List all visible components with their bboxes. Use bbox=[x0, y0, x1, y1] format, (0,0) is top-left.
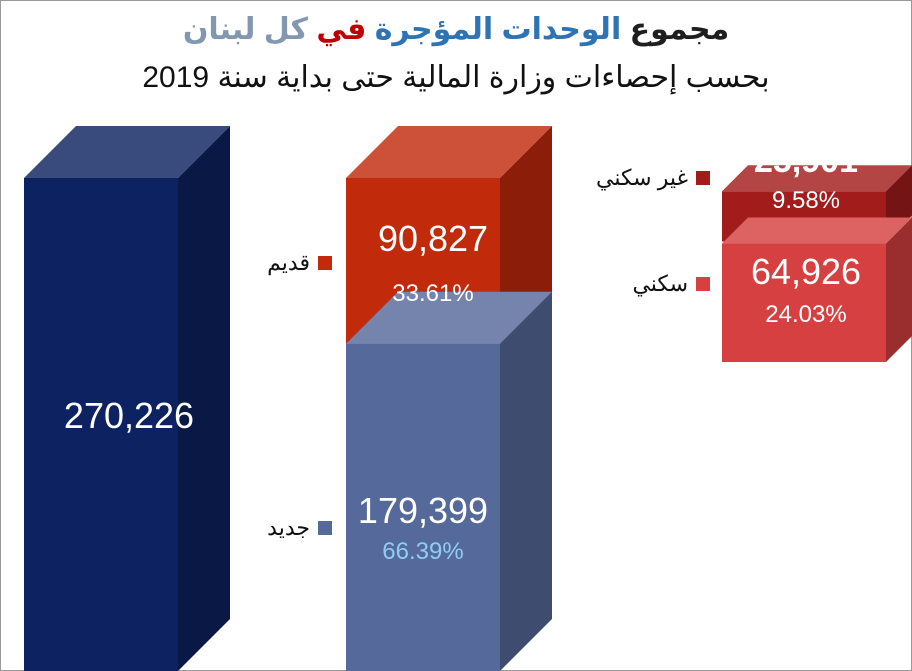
title-part-rented-units: الوحدات المؤجرة bbox=[374, 13, 622, 46]
bar-residential-percent-label: 24.03% bbox=[765, 301, 846, 328]
bar-new-percent-label: 66.39% bbox=[382, 538, 463, 565]
legend-new-swatch bbox=[318, 521, 332, 535]
bar-new-front-face bbox=[346, 343, 500, 671]
title-part-total: مجموع bbox=[629, 13, 730, 46]
legend-old-swatch bbox=[318, 256, 332, 270]
bar-total-top-face bbox=[24, 126, 230, 178]
bar-new-top-face bbox=[346, 291, 552, 344]
bar-residential-side-face bbox=[886, 217, 912, 362]
legend-non-residential-swatch bbox=[696, 171, 710, 185]
chart-subtitle: بحسب إحصاءات وزارة المالية حتى بداية سنة… bbox=[142, 61, 770, 94]
legend-old-label: قديم bbox=[267, 250, 310, 276]
legend-non-residential-label: غير سكني bbox=[596, 165, 688, 191]
bar-residential-top-face bbox=[722, 217, 912, 244]
bar-total-front-face bbox=[24, 178, 178, 671]
bar-old-percent-label: 33.61% bbox=[392, 280, 473, 307]
chart-title: مجموع الوحدات المؤجرة في كل لبنان bbox=[0, 8, 912, 52]
bar-old-value-label: 90,827 bbox=[378, 218, 488, 259]
bar-total-value-label: 270,226 bbox=[64, 395, 194, 436]
legend-residential-label: سكني bbox=[632, 271, 688, 296]
bar-residential-value-label: 64,926 bbox=[751, 251, 861, 292]
legend-residential-swatch bbox=[696, 277, 710, 291]
bar-old-side-face bbox=[500, 126, 552, 344]
bar-non-residential-value-label: 25,901 bbox=[754, 142, 858, 180]
bar-new-side-face bbox=[500, 291, 552, 671]
bar-non-residential-percent-label: 9.58% bbox=[772, 187, 840, 214]
title-part-lebanon: كل لبنان bbox=[182, 13, 308, 46]
bar-new-value-label: 179,399 bbox=[358, 490, 488, 531]
bar-residential-front-face bbox=[722, 243, 886, 362]
title-part-in: في bbox=[316, 13, 367, 46]
bar-non-residential-top-face bbox=[722, 165, 912, 192]
legend-new-label: جديد bbox=[267, 515, 310, 540]
bar-old-top-face bbox=[346, 126, 552, 178]
bar-total-side-face bbox=[178, 126, 230, 671]
